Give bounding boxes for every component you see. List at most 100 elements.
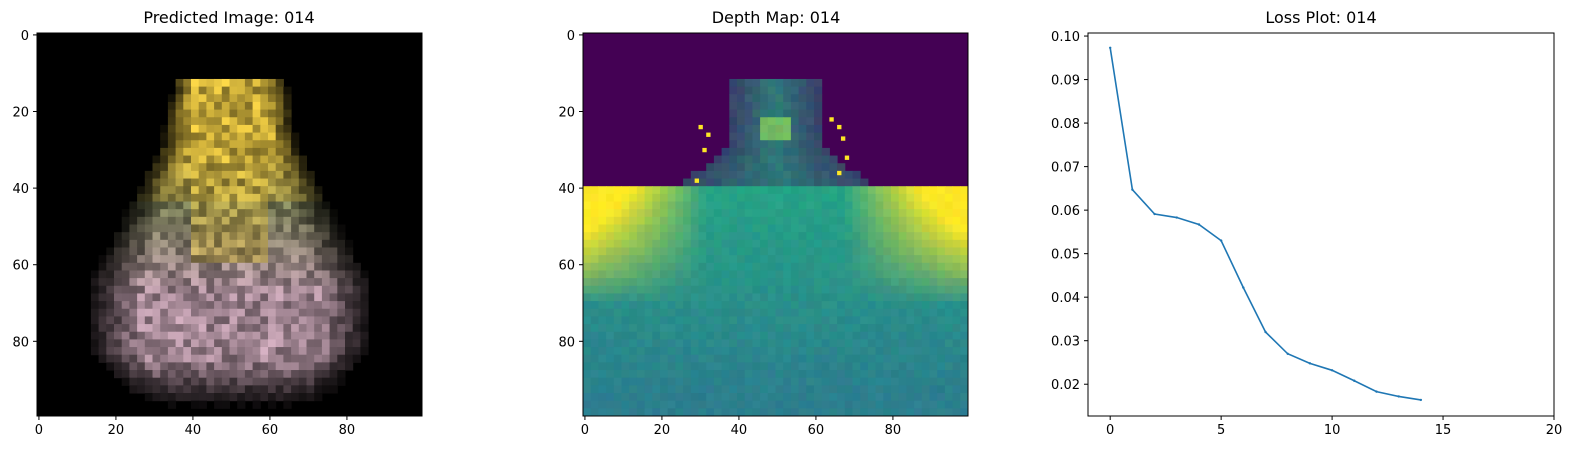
pixel (583, 262, 592, 271)
pixel (744, 86, 753, 95)
pixel (206, 163, 215, 172)
pixel (583, 339, 592, 348)
pixel (891, 239, 900, 248)
pixel (636, 255, 646, 264)
pixel (298, 186, 307, 195)
pixel (790, 86, 800, 95)
y-tick-label: 0 (21, 29, 29, 44)
pixel (767, 193, 776, 203)
pixel (283, 232, 292, 241)
pixel (283, 247, 292, 256)
pixel (829, 339, 838, 348)
pixel (98, 262, 107, 271)
pixel (629, 201, 638, 210)
pixel (952, 186, 961, 195)
pixel (598, 362, 607, 371)
pixel (160, 224, 169, 233)
pixel (237, 347, 246, 356)
pixel (314, 239, 323, 248)
pixel (660, 270, 669, 279)
pixel (914, 370, 923, 379)
pixel (613, 301, 622, 310)
pixel (960, 408, 969, 417)
pixel (175, 201, 184, 210)
pixel (891, 316, 900, 325)
pixel (875, 339, 884, 348)
pixel (298, 170, 307, 180)
pixel (760, 377, 769, 386)
pixel (960, 239, 969, 248)
pixel (198, 331, 207, 340)
pixel (775, 293, 784, 302)
pixel (775, 216, 784, 225)
pixel (952, 285, 961, 294)
pixel (806, 209, 815, 218)
pixel (760, 293, 769, 302)
pixel (629, 400, 638, 409)
pixel (183, 393, 192, 402)
pixel (283, 94, 292, 103)
pixel (760, 324, 769, 333)
pixel (729, 232, 738, 241)
pixel (268, 178, 277, 187)
pixel (721, 308, 730, 317)
pixel (360, 308, 369, 317)
pixel (137, 270, 146, 279)
pixel (237, 132, 246, 141)
pixel (629, 270, 638, 279)
pixel (790, 239, 800, 248)
pixel (252, 132, 261, 141)
y-tick-label: 60 (558, 259, 575, 274)
pixel (314, 316, 323, 325)
pixel (152, 155, 161, 164)
pixel (883, 347, 892, 356)
pixel (698, 239, 707, 248)
pixel (291, 262, 300, 271)
pixel (221, 155, 230, 164)
pixel (883, 247, 892, 256)
pixel (337, 224, 346, 233)
pixel (744, 278, 753, 287)
pixel (106, 339, 115, 348)
pixel (144, 186, 153, 195)
pixel (206, 377, 215, 386)
pixel (737, 117, 746, 126)
pixel (737, 285, 746, 294)
pixel (291, 285, 300, 294)
pixel (329, 285, 338, 294)
pixel (244, 178, 254, 187)
pixel (729, 293, 738, 302)
pixel (814, 270, 823, 279)
pixel (175, 354, 184, 363)
pixel (706, 393, 715, 402)
pixel (760, 132, 769, 141)
y-tick-label: 40 (12, 182, 29, 197)
pixel (944, 370, 954, 379)
pixel (175, 101, 184, 111)
pixel (260, 308, 269, 317)
pixel (298, 316, 307, 325)
pixel (206, 94, 215, 103)
pixel (790, 285, 800, 294)
pixel (921, 308, 930, 317)
pixel (921, 186, 930, 195)
pixel (775, 117, 784, 126)
pixel (291, 178, 300, 187)
pixel (291, 293, 300, 302)
pixel (237, 324, 246, 333)
pixel (352, 285, 361, 294)
pixel (690, 216, 699, 225)
pixel (775, 147, 784, 157)
pixel (737, 316, 746, 325)
pixel (929, 255, 938, 264)
pixel (944, 316, 954, 325)
pixel (713, 293, 723, 302)
pixel (860, 385, 869, 394)
pixel (806, 370, 815, 379)
pixel (898, 255, 907, 264)
pixel (636, 232, 646, 241)
pixel (737, 78, 746, 88)
pixel (252, 193, 261, 203)
pixel (590, 239, 599, 248)
pixel (914, 377, 923, 386)
